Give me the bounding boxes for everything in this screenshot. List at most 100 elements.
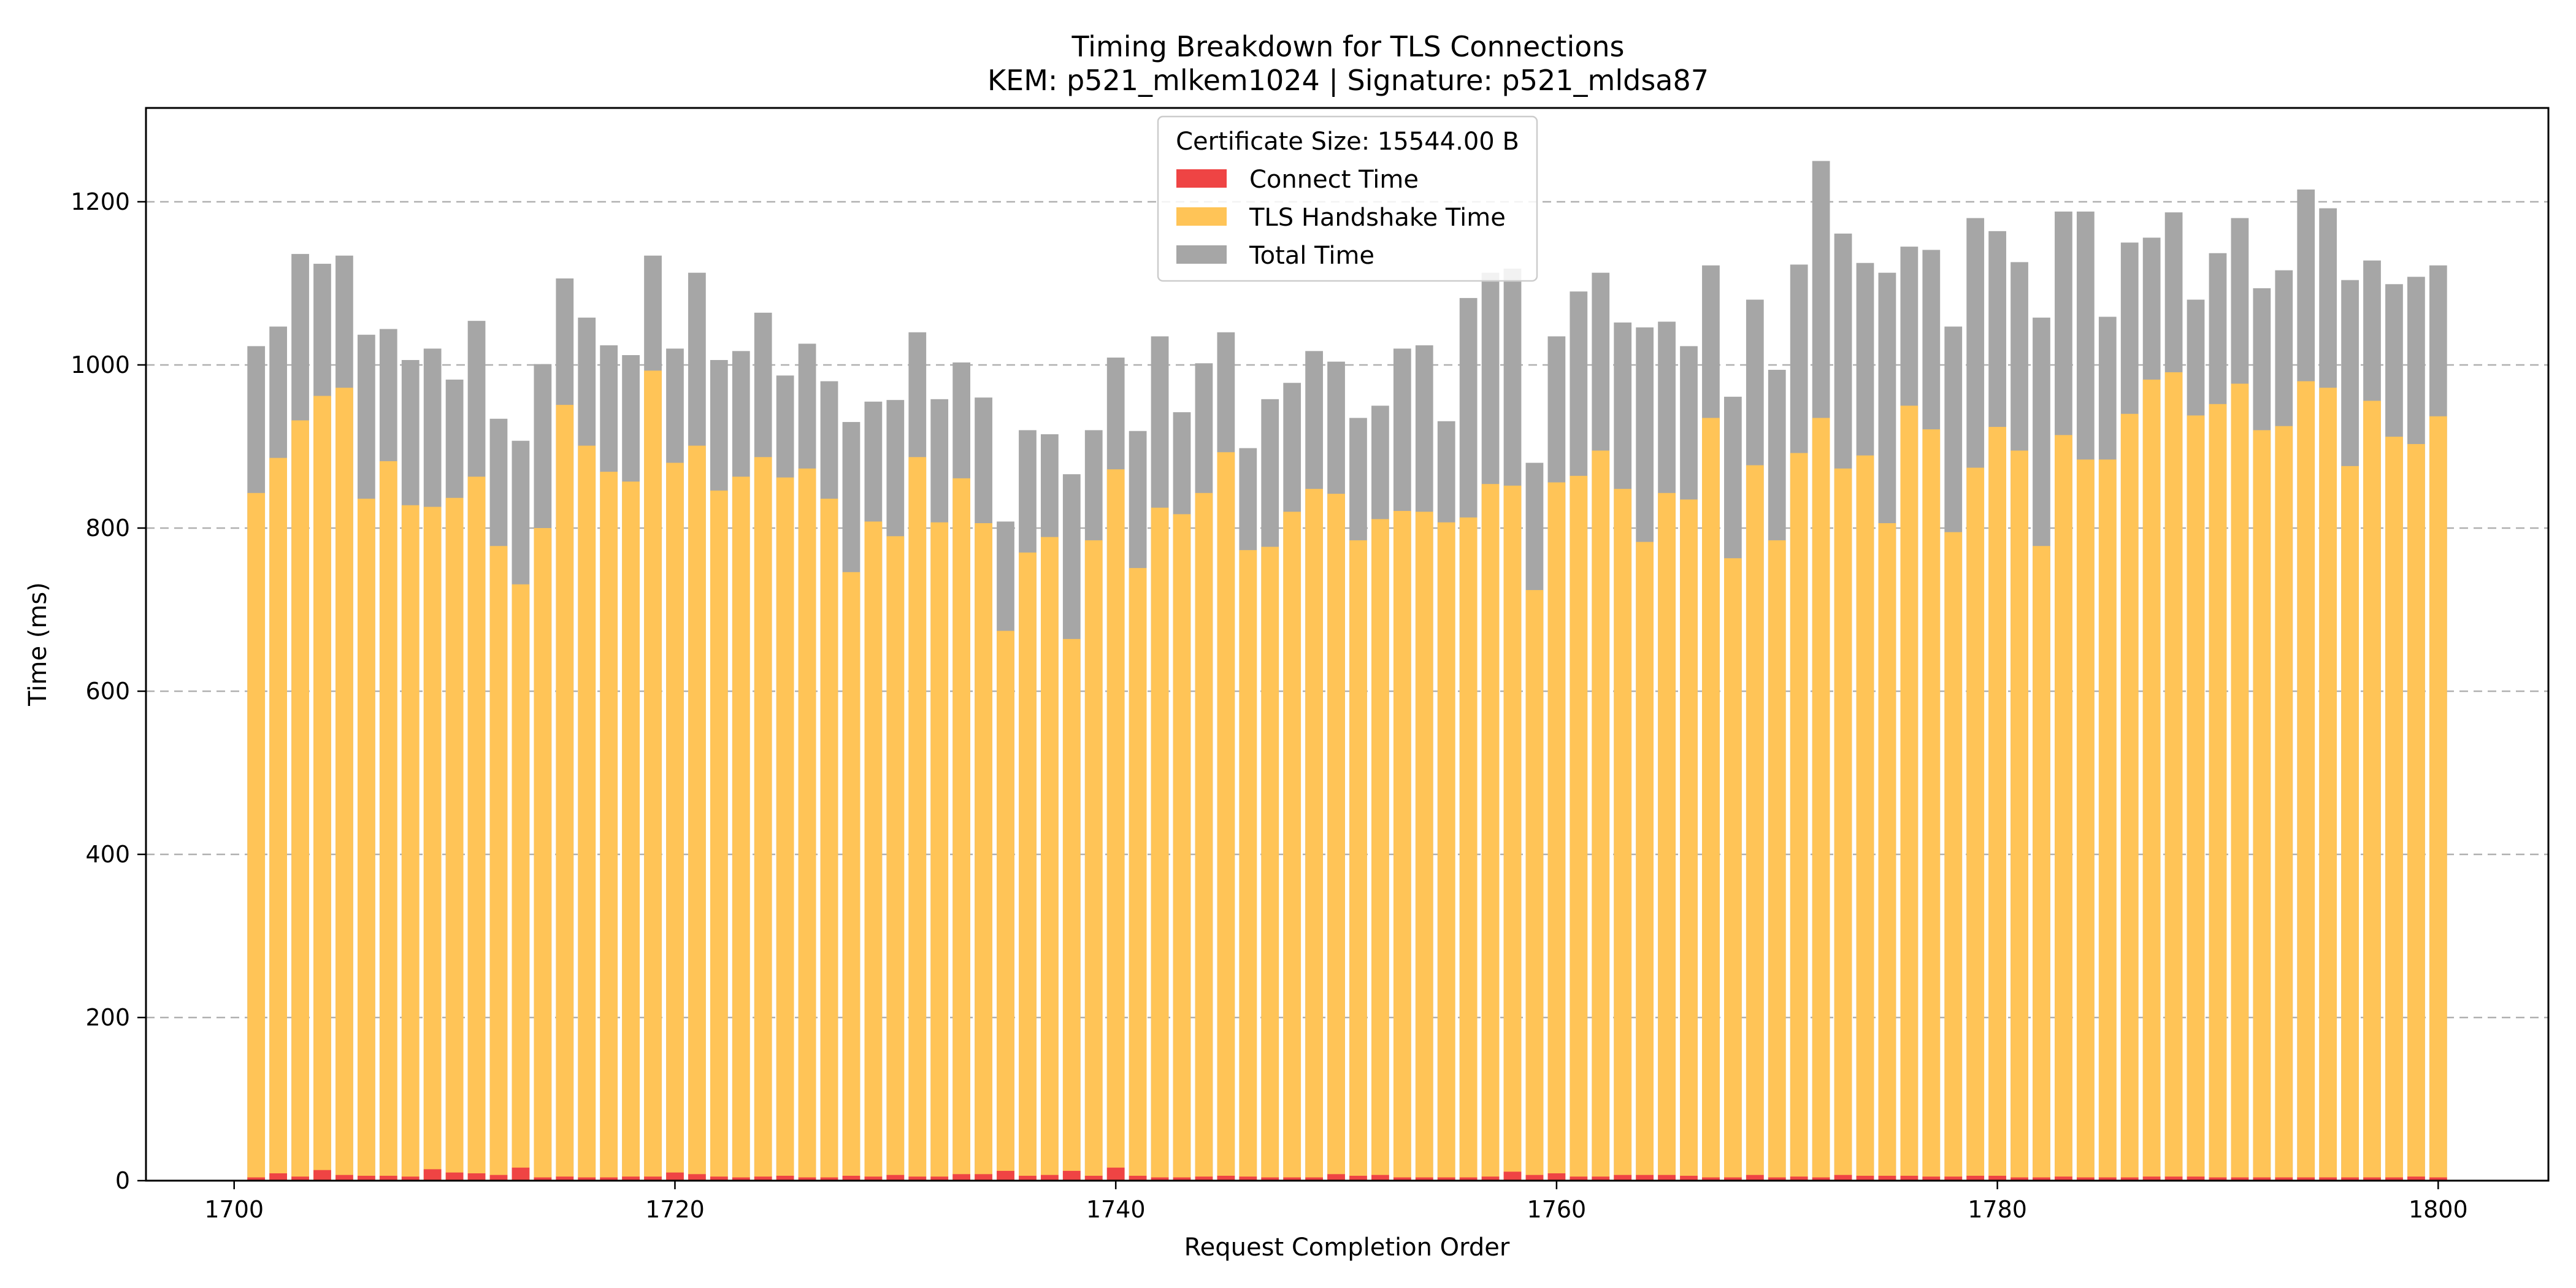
legend: Certificate Size: 15544.00 B Connect Tim… — [1157, 115, 1538, 282]
bar-tls-handshake-time — [247, 493, 266, 1181]
bar-connect-time — [1371, 1175, 1389, 1181]
bar-tls-handshake-time — [2209, 404, 2227, 1181]
bar-tls-handshake-time — [1768, 540, 1786, 1181]
bar-connect-time — [357, 1176, 375, 1181]
bar-tls-handshake-time — [269, 458, 287, 1181]
bar-tls-handshake-time — [335, 388, 353, 1181]
x-tick-label: 1780 — [1968, 1196, 2027, 1223]
bar-tls-handshake-time — [2363, 401, 2381, 1181]
legend-title: Certificate Size: 15544.00 B — [1176, 128, 1519, 156]
bar-connect-time — [1812, 1177, 1830, 1181]
legend-label-connect: Connect Time — [1249, 166, 1419, 194]
bar-tls-handshake-time — [1944, 532, 1963, 1181]
bar-connect-time — [1966, 1176, 1985, 1181]
y-tick-label: 800 — [85, 515, 130, 542]
legend-label-tls: TLS Handshake Time — [1249, 204, 1506, 232]
bar-tls-handshake-time — [1305, 489, 1323, 1181]
bar-tls-handshake-time — [1614, 489, 1632, 1181]
y-tick-label: 1200 — [71, 188, 130, 215]
bar-tls-handshake-time — [2033, 546, 2050, 1181]
bar-connect-time — [578, 1177, 596, 1181]
bar-tls-handshake-time — [2253, 430, 2271, 1181]
bar-connect-time — [1724, 1177, 1742, 1181]
bar-connect-time — [1459, 1177, 1478, 1181]
bar-connect-time — [2011, 1177, 2028, 1181]
bar-connect-time — [820, 1177, 838, 1181]
bar-connect-time — [1680, 1176, 1698, 1181]
bar-tls-handshake-time — [1129, 568, 1147, 1181]
bar-connect-time — [1084, 1176, 1103, 1181]
bar-connect-time — [644, 1176, 662, 1181]
bar-tls-handshake-time — [291, 420, 309, 1181]
bar-connect-time — [1503, 1171, 1522, 1181]
bar-connect-time — [1481, 1176, 1500, 1181]
x-tick-label: 1740 — [1086, 1196, 1146, 1223]
bar-tls-handshake-time — [1371, 519, 1389, 1181]
bar-tls-handshake-time — [1195, 493, 1213, 1181]
chart-title: Timing Breakdown for TLS Connections — [1071, 30, 1624, 63]
legend-label-total: Total Time — [1249, 242, 1374, 270]
y-axis-label: Time (ms) — [24, 582, 52, 707]
bar-connect-time — [2275, 1177, 2293, 1181]
bar-tls-handshake-time — [1570, 475, 1588, 1181]
bar-tls-handshake-time — [798, 468, 816, 1181]
bar-tls-handshake-time — [1173, 514, 1191, 1181]
bar-tls-handshake-time — [1349, 540, 1367, 1181]
bar-connect-time — [556, 1176, 574, 1181]
bar-connect-time — [1239, 1176, 1257, 1181]
bar-connect-time — [2033, 1177, 2050, 1181]
bar-tls-handshake-time — [1393, 511, 1411, 1181]
bar-tls-handshake-time — [1988, 427, 2006, 1181]
bar-connect-time — [423, 1169, 442, 1181]
bar-connect-time — [688, 1174, 706, 1181]
bar-tls-handshake-time — [467, 477, 486, 1181]
bar-connect-time — [1944, 1176, 1963, 1181]
bar-tls-handshake-time — [930, 522, 949, 1181]
bar-connect-time — [1106, 1167, 1125, 1181]
y-tick-label: 400 — [85, 841, 130, 868]
x-tick-label: 1760 — [1527, 1196, 1587, 1223]
bar-tls-handshake-time — [1856, 455, 1874, 1181]
bar-tls-handshake-time — [622, 481, 640, 1181]
bar-connect-time — [1636, 1175, 1654, 1181]
bar-tls-handshake-time — [512, 584, 530, 1181]
bar-tls-handshake-time — [2231, 383, 2249, 1181]
bar-connect-time — [1900, 1176, 1919, 1181]
bar-tls-handshake-time — [2297, 381, 2315, 1181]
bar-connect-time — [1283, 1177, 1301, 1181]
bar-tls-handshake-time — [864, 521, 883, 1181]
bar-connect-time — [2407, 1176, 2425, 1181]
bar-connect-time — [2429, 1177, 2447, 1181]
bar-connect-time — [798, 1177, 816, 1181]
bar-connect-time — [2253, 1177, 2271, 1181]
y-tick-label: 200 — [85, 1004, 130, 1031]
bar-tls-handshake-time — [820, 499, 838, 1181]
bar-tls-handshake-time — [357, 499, 375, 1181]
chart-subtitle: KEM: p521_mlkem1024 | Signature: p521_ml… — [987, 64, 1709, 98]
bar-connect-time — [2120, 1177, 2139, 1181]
bar-connect-time — [1658, 1175, 1676, 1181]
bar-tls-handshake-time — [1481, 484, 1500, 1181]
bar-tls-handshake-time — [578, 445, 596, 1181]
bar-connect-time — [1878, 1176, 1896, 1181]
bar-tls-handshake-time — [2407, 443, 2425, 1181]
bar-connect-time — [1195, 1176, 1213, 1181]
bar-tls-handshake-time — [489, 546, 508, 1181]
bar-tls-handshake-time — [908, 457, 927, 1181]
bar-connect-time — [1790, 1176, 1808, 1181]
bar-connect-time — [1217, 1176, 1235, 1181]
bar-tls-handshake-time — [1900, 405, 1919, 1181]
bar-tls-handshake-time — [445, 497, 464, 1181]
bar-tls-handshake-time — [2055, 435, 2072, 1181]
bar-series — [247, 161, 2447, 1181]
bar-connect-time — [1922, 1176, 1941, 1181]
bar-connect-time — [1614, 1175, 1632, 1181]
bar-connect-time — [512, 1167, 530, 1181]
bar-connect-time — [1062, 1171, 1081, 1181]
bar-connect-time — [2055, 1176, 2072, 1181]
bar-connect-time — [1327, 1174, 1345, 1181]
bar-tls-handshake-time — [732, 477, 750, 1181]
bar-tls-handshake-time — [379, 461, 397, 1181]
bar-tls-handshake-time — [313, 396, 331, 1181]
